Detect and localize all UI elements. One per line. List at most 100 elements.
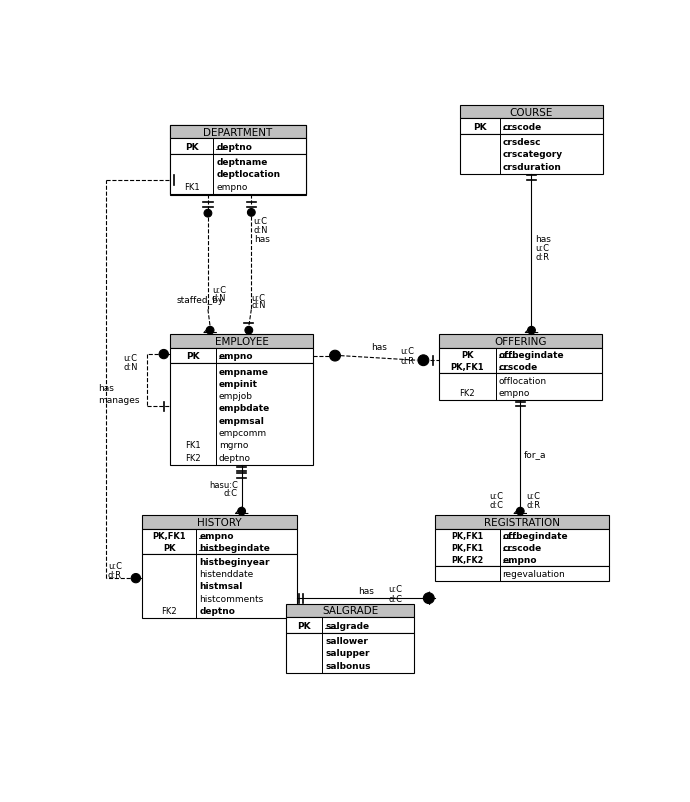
Text: PK,FK1: PK,FK1 [451,531,483,540]
Text: salupper: salupper [325,649,370,658]
Bar [435,516,609,529]
Text: crscategory: crscategory [503,150,563,159]
Circle shape [159,350,168,359]
Bar [170,125,306,196]
Text: FK1: FK1 [185,441,201,450]
Text: PK: PK [297,621,311,630]
Text: has: has [254,235,270,244]
Text: histbegindate: histbegindate [199,543,270,552]
Text: sallower: sallower [325,636,368,646]
Text: empinit: empinit [219,379,258,388]
Text: u:C: u:C [108,561,122,570]
Text: deptno: deptno [199,606,235,615]
Bar [460,106,603,119]
Text: empno: empno [502,555,537,565]
Text: empno: empno [499,389,531,398]
Text: REGISTRATION: REGISTRATION [484,517,560,527]
Text: crscode: crscode [503,123,542,132]
Text: d:N: d:N [251,301,266,310]
Bar [142,554,297,618]
Text: empjob: empjob [219,391,253,401]
Text: deptname: deptname [217,158,268,167]
Bar [435,566,609,581]
Text: OFFERING: OFFERING [494,337,546,346]
Circle shape [528,327,535,334]
Text: crsdesc: crsdesc [503,138,542,147]
Text: PK,FK1: PK,FK1 [451,363,484,371]
Text: u:C: u:C [388,585,402,593]
Text: histenddate: histenddate [199,569,254,578]
Text: deptno: deptno [217,143,253,152]
Circle shape [516,508,524,516]
Text: PK,FK1: PK,FK1 [152,531,186,540]
Text: FK2: FK2 [185,453,201,462]
Text: FK2: FK2 [161,606,177,615]
Text: deptno: deptno [219,453,251,462]
Bar [170,140,306,155]
Text: salbonus: salbonus [325,661,371,670]
Text: has: has [371,342,387,351]
Bar [142,516,297,529]
Text: EMPLOYEE: EMPLOYEE [215,337,268,346]
Bar [439,349,602,373]
Bar [170,125,306,140]
Text: u:C: u:C [124,354,137,363]
Text: PK: PK [163,543,175,552]
Text: has: has [98,384,114,393]
Bar [170,364,313,465]
Bar [460,135,603,175]
Text: DEPARTMENT: DEPARTMENT [203,128,273,137]
Text: staffed_by: staffed_by [177,296,224,305]
Text: mgrno: mgrno [219,441,248,450]
Text: PK: PK [473,123,486,132]
Circle shape [238,508,246,516]
Text: deptlocation: deptlocation [217,170,281,179]
Text: u:C: u:C [400,347,414,356]
Text: for_a: for_a [524,450,546,459]
Bar [286,604,414,618]
Circle shape [418,355,428,367]
Text: crscode: crscode [502,543,542,552]
Bar [286,618,414,633]
Text: empname: empname [219,367,269,376]
Text: empno: empno [199,531,234,540]
Bar [170,349,313,364]
Bar [170,334,313,349]
Text: crscode: crscode [499,363,538,371]
Text: d:C: d:C [388,594,402,603]
Text: u:C: u:C [535,244,549,253]
Text: d:R: d:R [108,570,122,579]
Text: histbeginyear: histbeginyear [199,557,270,566]
Circle shape [248,209,255,217]
Text: empno: empno [219,352,253,361]
Text: u:C: u:C [489,492,503,500]
Text: d:R: d:R [400,356,414,365]
Circle shape [424,593,434,604]
Text: u:C: u:C [254,217,268,226]
Text: has: has [535,235,551,244]
Text: u:C: u:C [526,492,540,500]
Circle shape [206,327,214,334]
Circle shape [330,350,340,362]
Text: histmsal: histmsal [199,581,243,590]
Text: empbdate: empbdate [219,404,270,413]
Text: histcomments: histcomments [199,594,264,603]
Bar [439,334,602,349]
Text: crsduration: crsduration [503,163,562,172]
Text: empno: empno [217,183,248,192]
Text: FK1: FK1 [184,183,199,192]
Bar [460,119,603,135]
Text: offbegindate: offbegindate [499,350,564,359]
Bar [435,529,609,566]
Bar [170,155,306,195]
Text: d:R: d:R [535,253,549,261]
Text: PK,FK2: PK,FK2 [451,555,484,565]
Text: d:R: d:R [526,500,540,509]
Text: d:C: d:C [224,488,238,497]
Bar [142,529,297,554]
Circle shape [245,327,253,334]
Text: regevaluation: regevaluation [502,569,565,578]
Text: PK: PK [185,143,199,152]
Text: d:N: d:N [254,225,268,234]
Text: COURSE: COURSE [510,107,553,117]
